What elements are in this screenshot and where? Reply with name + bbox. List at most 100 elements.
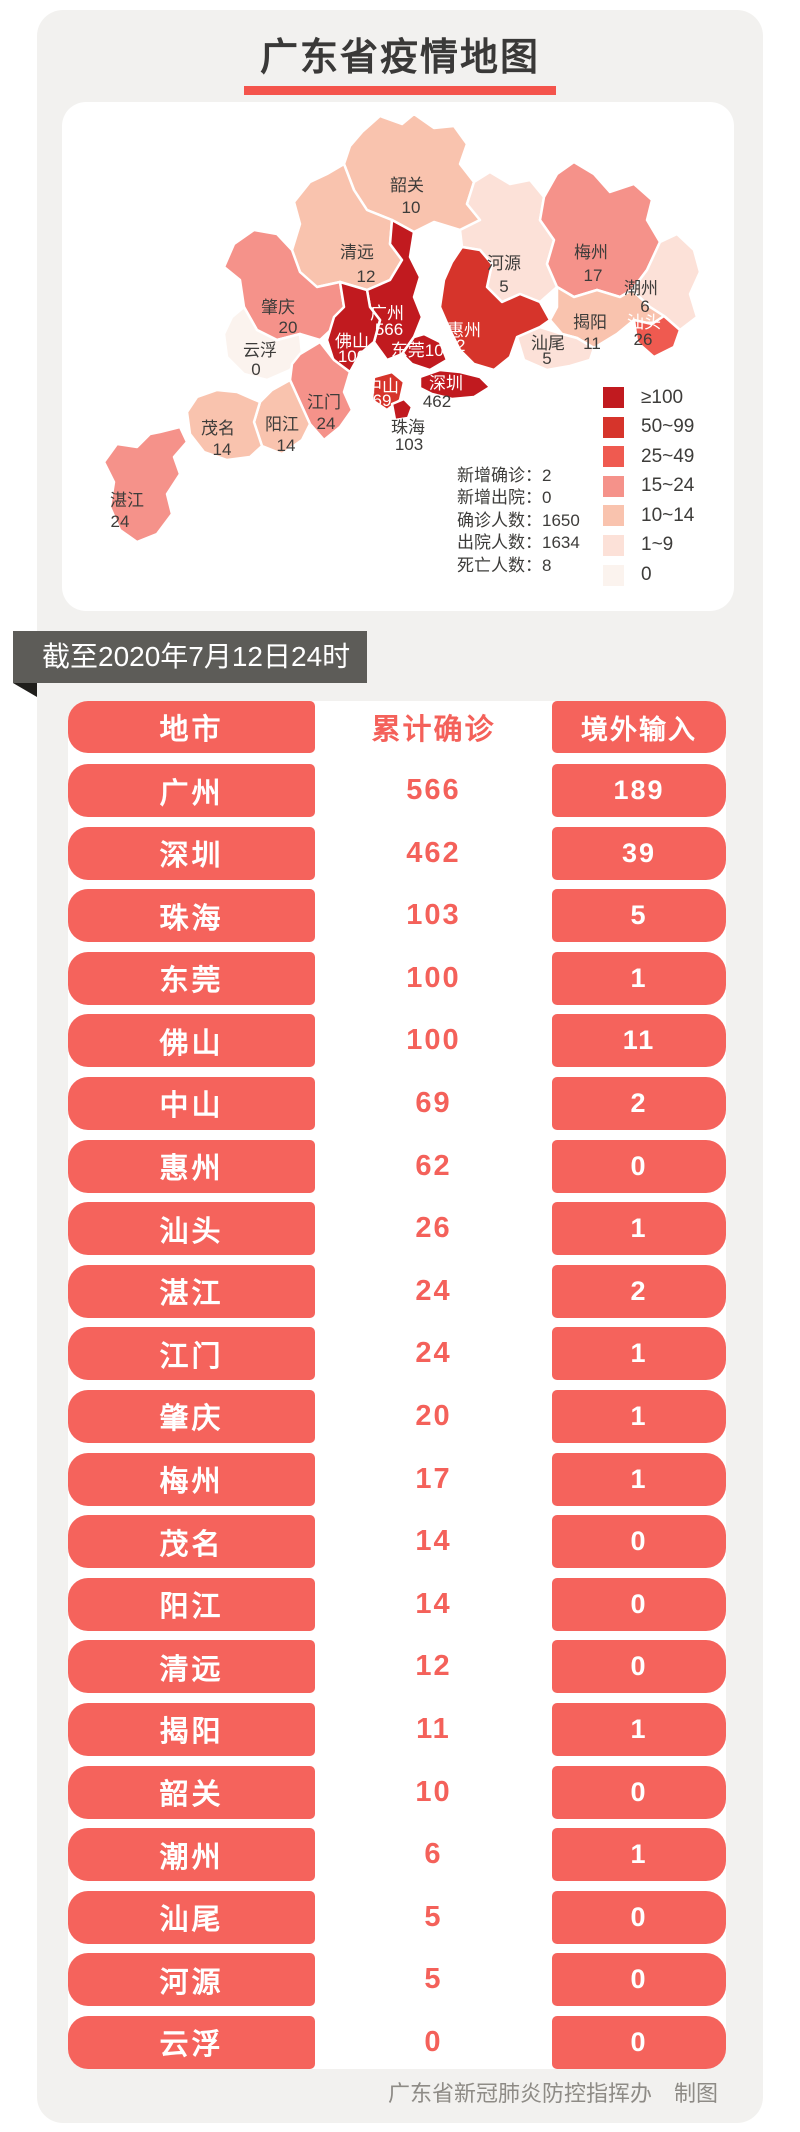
city-cell: 惠州 — [68, 1139, 315, 1193]
city-cell: 中山 — [68, 1076, 315, 1130]
map-city-value: 20 — [279, 318, 298, 337]
header-cell-confirmed: 累计确诊 — [320, 701, 547, 753]
city-cell: 佛山 — [68, 1014, 315, 1068]
map-city-label: 揭阳 — [573, 313, 607, 332]
legend-label: 0 — [641, 564, 652, 586]
legend-label: ≥100 — [641, 386, 684, 408]
legend-item: 25~49 — [603, 446, 694, 468]
map-city-label: 江门 — [307, 393, 341, 412]
legend-item: 15~24 — [603, 475, 694, 497]
legend-swatch — [603, 534, 624, 556]
city-cell: 云浮 — [68, 2015, 315, 2069]
map-city-label: 茂名 — [201, 419, 235, 438]
imported-cell: 1 — [552, 1202, 726, 1256]
page-title: 广东省疫情地图 — [259, 37, 540, 79]
confirmed-cell: 20 — [320, 1389, 547, 1443]
confirmed-cell: 462 — [320, 826, 547, 880]
stats-line: 出院人数：1634 — [457, 533, 580, 553]
map-region-yunfu — [222, 305, 304, 382]
imported-cell: 0 — [552, 1139, 726, 1193]
city-cell: 揭阳 — [68, 1702, 315, 1756]
content-card: 广东省疫情地图 — [13, 10, 763, 2123]
stats-line: 新增确诊：2 — [457, 466, 552, 485]
confirmed-cell: 26 — [320, 1202, 547, 1256]
table-row: 江门 24 1 — [68, 1327, 726, 1381]
confirmed-cell: 6 — [320, 1828, 547, 1882]
map-city-value: 69 — [373, 391, 392, 410]
map-city-value: 5 — [542, 349, 551, 368]
table-row: 广州 566 189 — [68, 764, 726, 817]
city-cell: 东莞 — [68, 951, 315, 1005]
map-region-shanwei — [515, 325, 596, 372]
confirmed-cell: 12 — [320, 1640, 547, 1694]
legend-item: 10~14 — [603, 505, 694, 527]
table-row: 云浮 0 0 — [68, 2015, 726, 2069]
imported-cell: 0 — [552, 2015, 726, 2069]
data-table: 地市 累计确诊 境外输入 广州 566 189 深圳 462 39 珠海 103 5 东莞 100 1 佛山 1… — [68, 701, 726, 2069]
imported-cell: 1 — [552, 1702, 726, 1756]
city-cell: 江门 — [68, 1327, 315, 1381]
map-city-label: 河源 — [487, 254, 521, 273]
map-city-value: 62 — [447, 336, 466, 355]
confirmed-cell: 0 — [320, 2015, 547, 2069]
imported-cell: 11 — [552, 1014, 726, 1068]
map-city-label: 东莞100 — [391, 341, 453, 360]
header-cell-imported: 境外输入 — [552, 701, 726, 753]
imported-cell: 1 — [552, 1389, 726, 1443]
map-city-value: 100 — [338, 347, 366, 366]
map-city-value: 103 — [395, 435, 423, 454]
map-city-label: 汕尾 — [531, 334, 565, 353]
imported-cell: 0 — [552, 1953, 726, 2007]
legend-label: 50~99 — [641, 416, 695, 438]
stats-line: 确诊人数：1650 — [457, 510, 580, 530]
legend-swatch — [603, 387, 624, 408]
city-cell: 汕尾 — [68, 1890, 315, 1944]
map-city-value: 6 — [640, 297, 649, 316]
legend-swatch — [603, 564, 624, 586]
imported-cell: 1 — [552, 951, 726, 1005]
table-row: 佛山 100 11 — [68, 1014, 726, 1068]
map-region-shenzhen — [418, 368, 492, 401]
legend-item: ≥100 — [603, 387, 694, 408]
table-row: 中山 69 2 — [68, 1076, 726, 1130]
map-card: 韶关 10 清远 12 河源 5 梅州 17 潮州 6 揭阳 11 汕头 26 汕尾 5 惠州 62 广州 566 肇庆… — [62, 102, 734, 611]
table-row: 韶关 10 0 — [68, 1765, 726, 1819]
imported-cell: 5 — [552, 889, 726, 943]
map-city-value: 10 — [402, 198, 421, 217]
table-row: 茂名 14 0 — [68, 1515, 726, 1569]
city-cell: 韶关 — [68, 1765, 315, 1819]
map-city-value: 5 — [499, 277, 508, 296]
imported-cell: 0 — [552, 1577, 726, 1631]
confirmed-cell: 17 — [320, 1452, 547, 1506]
confirmed-cell: 100 — [320, 951, 547, 1005]
legend-swatch — [603, 505, 624, 527]
map-city-value: 14 — [213, 440, 232, 459]
table-row: 清远 12 0 — [68, 1640, 726, 1694]
map-city-label: 潮州 — [624, 279, 658, 298]
map-legend: ≥100 50~99 25~49 15~24 10~14 1~9 0 — [603, 387, 694, 586]
table-row: 珠海 103 5 — [68, 889, 726, 943]
guangdong-map: 韶关10清远12河源5梅州17潮州6揭阳11汕头26汕尾5惠州62广州566肇庆… — [102, 112, 702, 544]
city-cell: 湛江 — [68, 1264, 315, 1318]
city-cell: 潮州 — [68, 1828, 315, 1882]
legend-label: 1~9 — [641, 534, 674, 556]
imported-cell: 1 — [552, 1327, 726, 1381]
map-city-label: 中山 — [365, 377, 399, 396]
map-city-label: 汕头 — [627, 313, 661, 332]
imported-cell: 2 — [552, 1076, 726, 1130]
table-row: 汕头 26 1 — [68, 1202, 726, 1256]
map-region-yangjiang — [252, 378, 312, 456]
table-row: 深圳 462 39 — [68, 826, 726, 880]
map-city-label: 湛江 — [110, 491, 144, 510]
confirmed-cell: 5 — [320, 1953, 547, 2007]
title-underline — [244, 86, 556, 95]
map-city-value: 24 — [317, 414, 336, 433]
table-row: 东莞 100 1 — [68, 951, 726, 1005]
map-city-label: 佛山 — [335, 332, 369, 351]
map-city-label: 肇庆 — [261, 298, 295, 317]
map-city-label: 阳江 — [265, 415, 299, 434]
map-city-label: 梅州 — [574, 243, 608, 262]
imported-cell: 0 — [552, 1890, 726, 1944]
city-cell: 汕头 — [68, 1202, 315, 1256]
map-region-huizhou — [438, 245, 552, 372]
